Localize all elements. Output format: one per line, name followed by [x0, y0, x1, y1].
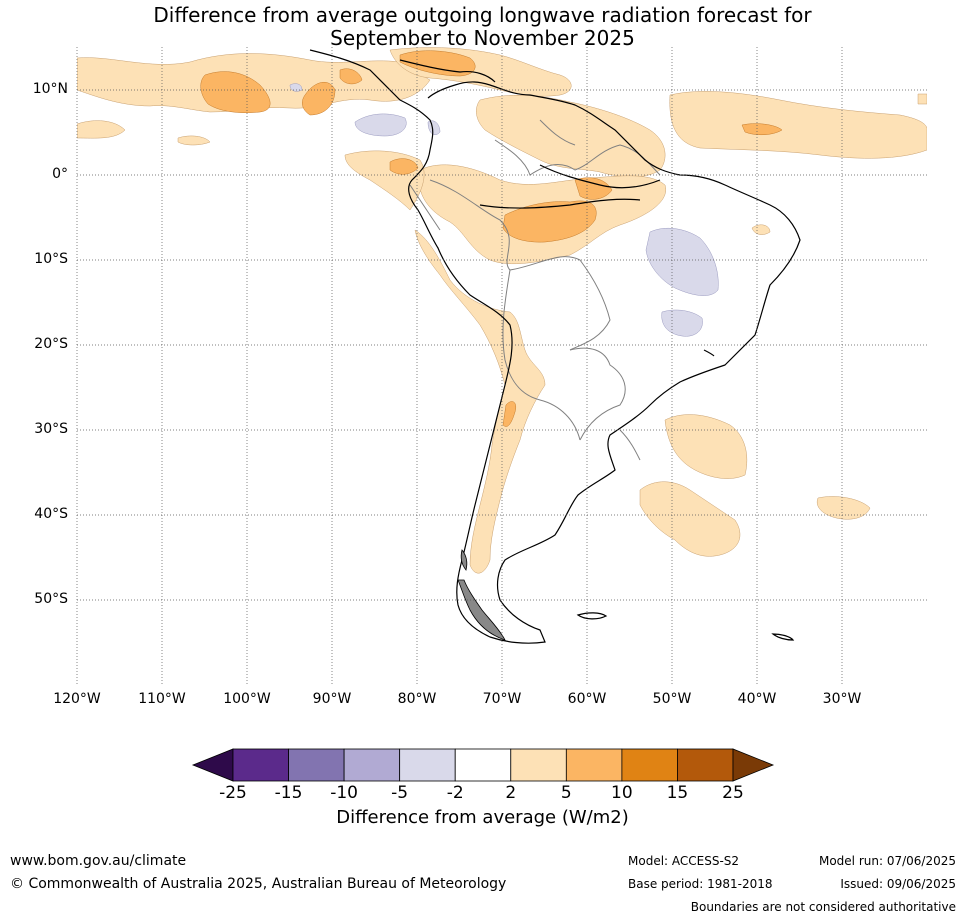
longitude-label: 30°W: [822, 691, 862, 707]
colorbar-tick-label: 2: [505, 783, 517, 803]
anomaly-region-atlantic-orange: [741, 123, 783, 135]
gridlines: [76, 47, 927, 685]
country-borders: [409, 119, 661, 461]
latitude-label: 30°S: [34, 421, 68, 437]
colorbar-extend-low: [191, 748, 234, 782]
longitude-label: 90°W: [312, 691, 352, 707]
anomaly-region-colombia-orange: [339, 68, 363, 85]
colorbar-segment: [454, 748, 512, 782]
colorbar-segment: [232, 748, 289, 782]
latitude-label: 50°S: [34, 591, 68, 607]
anomaly-region-amazon-orange-2: [574, 177, 613, 200]
colorbar-segment: [343, 748, 401, 782]
anomaly-region-ecuador-orange: [389, 158, 419, 175]
colorbar-segment: [399, 748, 456, 782]
colorbar-segment: [621, 748, 678, 782]
anomaly-region-andes-coast: [414, 229, 546, 574]
model-run-text: Model run: 07/06/2025: [818, 854, 956, 868]
colorbar-tick-label: -10: [330, 783, 358, 803]
anomaly-region-colombia-purple: [427, 120, 441, 135]
anomaly-region-south-atlantic-2: [639, 481, 741, 557]
coastline: [309, 49, 801, 644]
latitude-label: 10°S: [34, 251, 68, 267]
longitude-label: 120°W: [53, 691, 101, 707]
longitude-label: 40°W: [737, 691, 777, 707]
title-line-1: Difference from average outgoing longwav…: [153, 3, 812, 27]
anomaly-region-venezuela-guianas: [476, 94, 666, 178]
anomaly-region-brazil-purple-2: [661, 309, 703, 337]
longitude-label: 60°W: [567, 691, 607, 707]
latitude-label: 10°N: [32, 81, 68, 97]
anomaly-region-pacific-blob-small: [177, 135, 211, 146]
colorbar-tick-label: -2: [446, 783, 464, 803]
colorbar-tick-label: -5: [391, 783, 409, 803]
colorbar-tick-label: 25: [722, 783, 744, 803]
longitude-label: 100°W: [223, 691, 271, 707]
colorbar-tick-label: 5: [560, 783, 572, 803]
anomaly-region-caribbean-orange: [399, 50, 476, 77]
colorbar-segment: [288, 748, 345, 782]
base-period-text: Base period: 1981-2018: [628, 877, 773, 891]
colorbar-tick-label: 10: [611, 783, 633, 803]
colorbar-tick-label: -25: [219, 783, 247, 803]
anomaly-region-brazil-purple-1: [645, 227, 719, 296]
colorbar-segment: [565, 748, 623, 782]
anomaly-region-pacific-orange-2: [302, 82, 336, 116]
latitude-label: 40°S: [34, 506, 68, 522]
colorbar-tick-label: -15: [274, 783, 303, 803]
colorbar: [191, 748, 775, 782]
website-link[interactable]: www.bom.gov.au/climate: [10, 853, 187, 869]
colorbar-segment: [510, 748, 567, 782]
longitude-label: 70°W: [482, 691, 522, 707]
colorbar-segment: [677, 748, 734, 782]
latitude-label: 20°S: [34, 336, 68, 352]
anomaly-region-andes-orange: [502, 401, 516, 427]
anomaly-region-amazon-orange: [502, 200, 597, 243]
anomaly-region-atlantic-small-2: [917, 93, 927, 105]
anomaly-region-pacific-purple: [354, 113, 407, 137]
latitude-label: 0°: [52, 166, 68, 182]
map-title: Difference from average outgoing longwav…: [0, 4, 965, 50]
longitude-label: 110°W: [138, 691, 186, 707]
anomaly-region-pacific-west-small: [77, 120, 126, 139]
longitude-label: 50°W: [652, 691, 692, 707]
title-line-2: September to November 2025: [330, 26, 635, 50]
anomaly-field: [77, 47, 927, 574]
disclaimer-text: Boundaries are not considered authoritat…: [690, 900, 956, 914]
patagonia-islands: [457, 549, 506, 641]
colorbar-tick-label: 15: [666, 783, 689, 803]
anomaly-region-pacific-orange-1: [200, 71, 271, 113]
colorbar-label: Difference from average (W/m2): [336, 807, 629, 828]
issued-text: Issued: 09/06/2025: [840, 877, 956, 891]
colorbar-extend-high: [732, 748, 775, 782]
anomaly-region-south-atlantic-1: [664, 414, 748, 479]
copyright-text: © Commonwealth of Australia 2025, Austra…: [10, 876, 507, 892]
anomaly-region-south-atlantic-3: [816, 496, 871, 520]
anomaly-region-atlantic-small: [751, 224, 771, 235]
anomaly-region-atlantic-north: [669, 91, 927, 159]
longitude-label: 80°W: [397, 691, 437, 707]
model-text: Model: ACCESS-S2: [628, 854, 740, 868]
